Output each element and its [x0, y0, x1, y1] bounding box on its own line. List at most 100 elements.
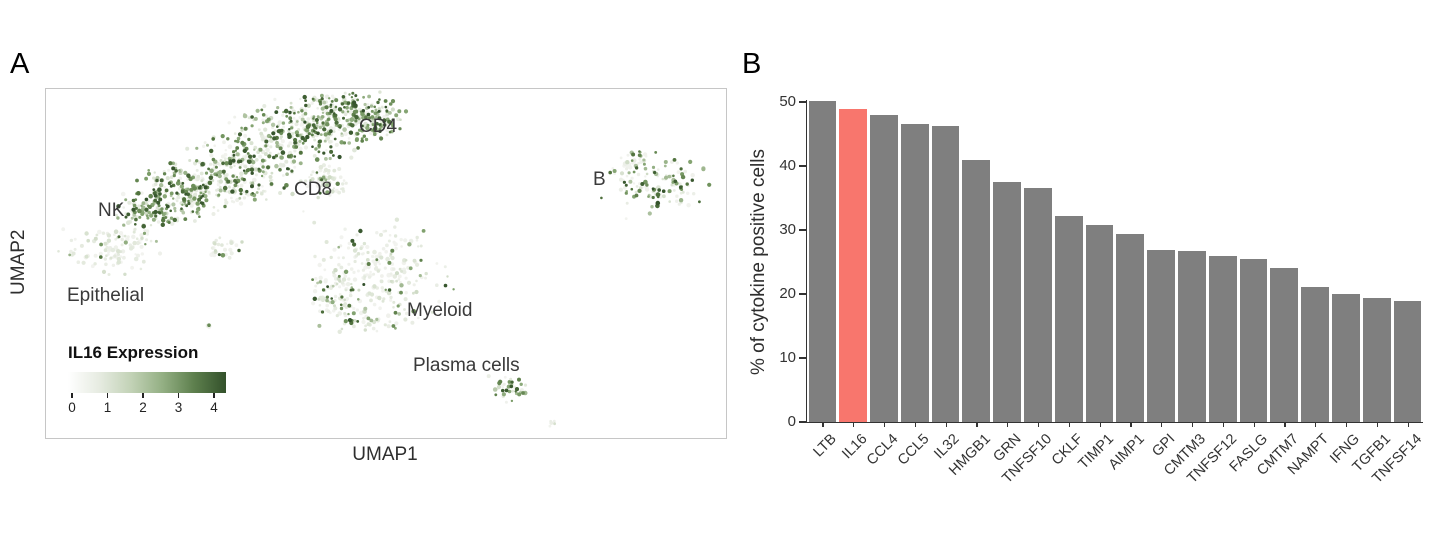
umap-point [238, 166, 242, 169]
umap-point [354, 138, 359, 142]
umap-point [226, 179, 231, 184]
umap-point [327, 175, 332, 180]
umap-point [254, 167, 259, 172]
umap-point [372, 249, 377, 255]
umap-point [642, 158, 646, 162]
umap-point [261, 113, 266, 117]
umap-point [164, 188, 169, 193]
umap-point [158, 197, 163, 202]
umap-point [417, 245, 420, 248]
x-axis-tick [1407, 422, 1409, 427]
umap-point [385, 256, 390, 262]
umap-point [329, 145, 333, 149]
umap-point [611, 167, 615, 170]
umap-point [116, 249, 121, 254]
umap-point [195, 146, 199, 150]
bar-tgfb1 [1362, 297, 1391, 422]
umap-point [363, 328, 367, 332]
umap-point [373, 111, 378, 115]
umap-point [330, 94, 335, 98]
umap-point [325, 149, 328, 152]
x-axis-tick [1161, 422, 1163, 427]
panel-b-label: B [742, 48, 762, 80]
expression-colorbar-tick [142, 393, 144, 398]
umap-point [411, 309, 417, 314]
umap-point [217, 193, 221, 197]
umap-y-axis-title: UMAP2 [8, 229, 29, 296]
umap-point [419, 258, 423, 262]
bar-label-ccl5: CCL5 [894, 431, 933, 469]
umap-point [143, 229, 147, 232]
umap-point [255, 191, 259, 194]
umap-point [373, 262, 378, 266]
umap-point [298, 115, 302, 120]
umap-point [624, 183, 628, 187]
umap-point [132, 240, 137, 246]
umap-point [378, 251, 382, 256]
umap-point [365, 258, 370, 262]
umap-point [389, 279, 393, 283]
umap-point [312, 220, 317, 225]
umap-point [246, 192, 251, 197]
expression-legend-title: IL16 Expression [68, 343, 199, 362]
umap-point [352, 248, 358, 253]
umap-point [361, 319, 366, 325]
umap-point [625, 167, 629, 171]
umap-point [207, 180, 213, 186]
umap-point [675, 199, 679, 203]
umap-point [333, 306, 338, 311]
umap-point [173, 209, 177, 213]
umap-point [93, 262, 97, 266]
umap-point [678, 198, 684, 203]
umap-point [148, 193, 153, 199]
umap-point [334, 98, 339, 103]
umap-point [366, 322, 371, 327]
umap-point [304, 103, 308, 108]
umap-point [415, 262, 420, 267]
umap-point [281, 113, 285, 117]
umap-point [698, 200, 701, 204]
umap-point [160, 222, 165, 227]
umap-point [389, 295, 393, 300]
umap-point [350, 123, 355, 128]
umap-point [419, 244, 423, 248]
umap-point [375, 122, 379, 126]
umap-point [324, 105, 329, 110]
umap-point [332, 130, 336, 133]
umap-point [245, 189, 249, 194]
umap-point [239, 192, 243, 196]
umap-point [182, 197, 187, 202]
umap-point [341, 182, 345, 186]
umap-point [146, 171, 152, 176]
umap-point [140, 191, 144, 195]
umap-point [233, 164, 236, 167]
umap-point [126, 220, 131, 225]
umap-point [138, 215, 142, 219]
umap-point [179, 184, 185, 189]
umap-point [196, 174, 201, 179]
bar-cklf [1054, 215, 1083, 422]
bar-slot-hmgb1: HMGB1 [946, 100, 994, 479]
umap-point [314, 277, 318, 281]
umap-point [399, 283, 404, 288]
umap-point [298, 146, 303, 151]
bar-slot-cmtm7: CMTM7 [1254, 100, 1302, 479]
umap-point [332, 154, 335, 157]
bar-slot-ltb: LTB [807, 100, 840, 460]
umap-point [240, 140, 245, 145]
umap-point [236, 136, 241, 141]
umap-point [116, 260, 122, 265]
umap-point [361, 268, 365, 272]
umap-point [310, 173, 313, 177]
umap-point [330, 300, 335, 305]
umap-point [651, 165, 656, 169]
umap-point [415, 239, 419, 242]
umap-point [326, 171, 330, 175]
umap-point [645, 172, 649, 176]
umap-point [257, 167, 261, 171]
umap-point [349, 291, 352, 294]
umap-point [121, 249, 126, 254]
umap-point [315, 183, 321, 188]
umap-point [393, 234, 398, 238]
umap-point [424, 276, 427, 280]
